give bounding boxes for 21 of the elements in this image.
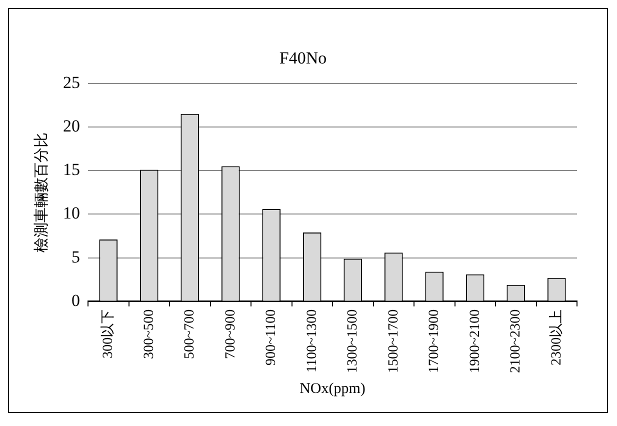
x-tick-label: 1900~2100 — [468, 309, 483, 374]
x-tick-label: 700~900 — [223, 309, 238, 360]
y-tick-label: 15 — [63, 160, 80, 180]
x-tick-label: 1300~1500 — [346, 309, 361, 374]
y-tick-label: 25 — [63, 72, 80, 92]
y-axis-title: 檢測車輛數百分比 — [32, 132, 50, 252]
y-tick-label: 0 — [72, 290, 80, 310]
x-tick-label: 1100~1300 — [304, 309, 320, 372]
chart-title: F40No — [279, 48, 327, 68]
x-tick-label: 300~500 — [142, 309, 157, 360]
y-tick-label: 5 — [72, 247, 80, 266]
x-tick-label: 1500~1700 — [386, 309, 402, 374]
y-tick-label: 10 — [63, 204, 80, 223]
y-tick-label: 20 — [63, 116, 80, 136]
x-tick-label: 900~1100 — [264, 309, 280, 366]
x-tick-label: 2100~2300 — [508, 309, 524, 374]
x-tick-label: 2300以上 — [548, 309, 564, 366]
x-tick-label: 300以下 — [100, 309, 116, 358]
x-tick-label: 1700~1900 — [427, 309, 442, 374]
x-tick-label: 500~700 — [182, 309, 198, 360]
x-axis-title: NOx(ppm) — [300, 380, 366, 397]
